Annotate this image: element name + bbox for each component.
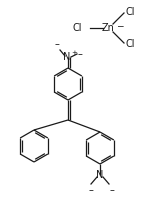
Text: –: –: [110, 185, 115, 195]
Text: Zn: Zn: [102, 23, 114, 33]
Text: −: −: [116, 21, 124, 30]
Text: –: –: [89, 185, 93, 195]
Text: –: –: [78, 49, 83, 59]
Text: Cl: Cl: [72, 23, 82, 33]
Text: +: +: [72, 50, 77, 56]
Text: Cl: Cl: [125, 39, 134, 49]
Text: Cl: Cl: [125, 7, 134, 17]
Text: N: N: [63, 52, 71, 62]
Text: N: N: [96, 170, 104, 180]
Text: –: –: [54, 39, 59, 49]
